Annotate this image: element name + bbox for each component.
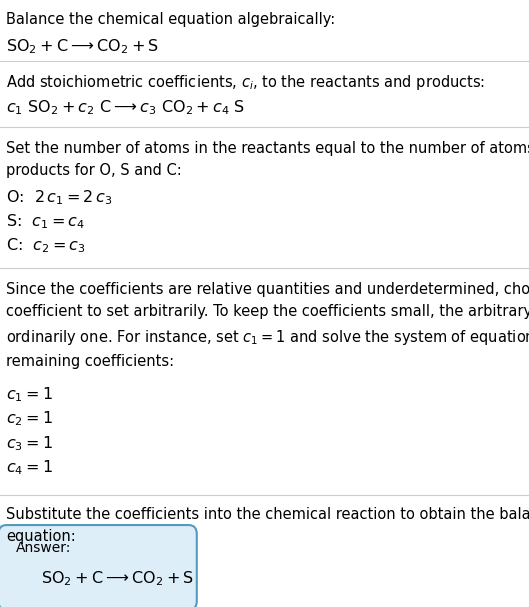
Text: $c_3 = 1$: $c_3 = 1$: [6, 434, 53, 453]
Text: Since the coefficients are relative quantities and underdetermined, choose a
coe: Since the coefficients are relative quan…: [6, 282, 529, 369]
Text: S:  $c_1 = c_4$: S: $c_1 = c_4$: [6, 212, 85, 231]
Text: $c_1\ \mathsf{SO_2} + c_2\ \mathsf{C} \longrightarrow c_3\ \mathsf{CO_2} + c_4\ : $c_1\ \mathsf{SO_2} + c_2\ \mathsf{C} \l…: [6, 98, 245, 117]
FancyBboxPatch shape: [0, 525, 197, 607]
Text: O:  $2\,c_1 = 2\,c_3$: O: $2\,c_1 = 2\,c_3$: [6, 188, 113, 207]
Text: Add stoichiometric coefficients, $c_i$, to the reactants and products:: Add stoichiometric coefficients, $c_i$, …: [6, 73, 486, 92]
Text: Answer:: Answer:: [16, 541, 71, 555]
Text: $c_2 = 1$: $c_2 = 1$: [6, 410, 53, 429]
Text: Balance the chemical equation algebraically:: Balance the chemical equation algebraica…: [6, 12, 335, 27]
Text: $c_4 = 1$: $c_4 = 1$: [6, 458, 53, 477]
Text: $\mathsf{SO_2 + C \longrightarrow CO_2 + S}$: $\mathsf{SO_2 + C \longrightarrow CO_2 +…: [41, 569, 194, 588]
Text: $c_1 = 1$: $c_1 = 1$: [6, 385, 53, 404]
Text: C:  $c_2 = c_3$: C: $c_2 = c_3$: [6, 237, 86, 256]
Text: Substitute the coefficients into the chemical reaction to obtain the balanced
eq: Substitute the coefficients into the che…: [6, 507, 529, 544]
Text: Set the number of atoms in the reactants equal to the number of atoms in the
pro: Set the number of atoms in the reactants…: [6, 141, 529, 178]
Text: $\mathsf{SO_2 + C \longrightarrow CO_2 + S}$: $\mathsf{SO_2 + C \longrightarrow CO_2 +…: [6, 38, 159, 56]
